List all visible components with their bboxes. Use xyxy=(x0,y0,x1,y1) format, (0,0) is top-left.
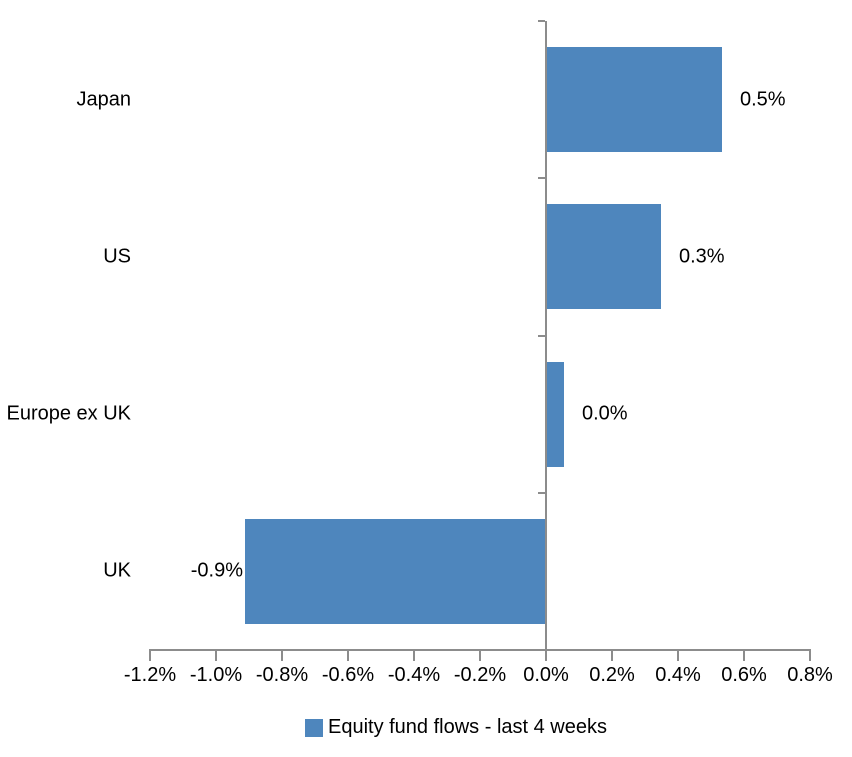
x-axis-tick xyxy=(743,651,745,661)
legend-label: Equity fund flows - last 4 weeks xyxy=(327,716,607,738)
x-axis-tick xyxy=(677,651,679,661)
x-tick-label: -0.8% xyxy=(255,664,309,686)
x-tick-label: 0.0% xyxy=(523,664,569,686)
x-tick-label: -1.0% xyxy=(189,664,243,686)
x-tick-label: 0.2% xyxy=(589,664,635,686)
category-label-japan: Japan xyxy=(76,88,132,111)
x-axis-tick xyxy=(149,651,151,661)
chart-legend: Equity fund flows - last 4 weeks xyxy=(30,716,852,739)
bar-value-label-us: 0.3% xyxy=(679,245,725,268)
legend-color-swatch xyxy=(304,718,323,737)
x-tick-label: 0.8% xyxy=(787,664,833,686)
x-axis-tick xyxy=(809,651,811,661)
x-axis-tick xyxy=(611,651,613,661)
bar-uk xyxy=(245,518,545,624)
x-tick-label: -0.6% xyxy=(321,664,375,686)
y-axis-tick xyxy=(538,335,545,337)
x-axis-tick xyxy=(413,651,415,661)
y-axis-line xyxy=(545,21,547,650)
x-tick-label: -0.4% xyxy=(387,664,441,686)
x-axis-tick xyxy=(479,651,481,661)
x-tick-label: 0.6% xyxy=(721,664,767,686)
y-axis-tick xyxy=(538,492,545,494)
x-axis-line xyxy=(149,649,811,651)
x-axis-tick xyxy=(347,651,349,661)
x-tick-label: 0.4% xyxy=(655,664,701,686)
x-axis-tick xyxy=(215,651,217,661)
category-label-us: US xyxy=(103,245,131,268)
x-tick-label: -0.2% xyxy=(453,664,507,686)
bar-japan xyxy=(547,47,722,153)
bar-europe-ex-uk xyxy=(547,361,564,467)
y-axis-tick xyxy=(538,177,545,179)
bar-value-label-europe-ex-uk: 0.0% xyxy=(582,402,628,425)
bar-us xyxy=(547,204,661,310)
x-axis-tick xyxy=(545,651,547,661)
category-label-uk: UK xyxy=(103,559,131,582)
x-tick-label: -1.2% xyxy=(123,664,177,686)
bar-value-label-uk: -0.9% xyxy=(190,559,243,582)
x-axis-tick xyxy=(281,651,283,661)
bar-value-label-japan: 0.5% xyxy=(740,88,786,111)
y-axis-tick xyxy=(538,20,545,22)
category-label-europe-ex-uk: Europe ex UK xyxy=(6,402,131,425)
